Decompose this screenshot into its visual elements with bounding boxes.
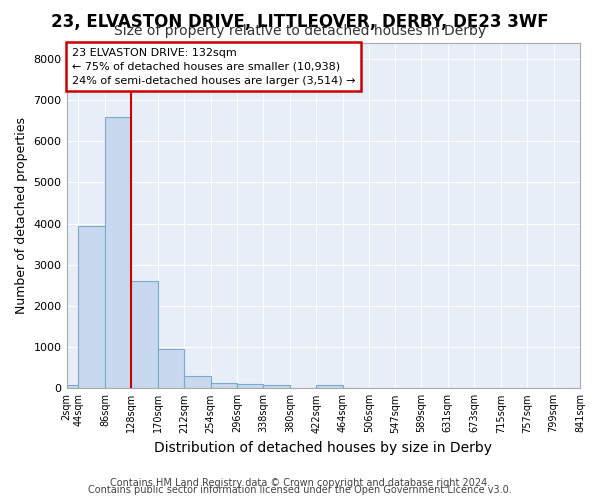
Bar [158,349,184,389]
Text: Contains HM Land Registry data © Crown copyright and database right 2024.: Contains HM Land Registry data © Crown c… [110,478,490,488]
Bar [316,385,343,388]
Bar [211,383,237,388]
X-axis label: Distribution of detached houses by size in Derby: Distribution of detached houses by size … [154,441,492,455]
Text: 23, ELVASTON DRIVE, LITTLEOVER, DERBY, DE23 3WF: 23, ELVASTON DRIVE, LITTLEOVER, DERBY, D… [51,12,549,30]
Bar [237,384,263,388]
Bar [79,226,105,388]
Text: Size of property relative to detached houses in Derby: Size of property relative to detached ho… [114,24,486,38]
Bar [184,376,211,388]
Bar [105,116,131,388]
Text: Contains public sector information licensed under the Open Government Licence v3: Contains public sector information licen… [88,485,512,495]
Y-axis label: Number of detached properties: Number of detached properties [15,117,28,314]
Bar [67,385,79,388]
Text: 23 ELVASTON DRIVE: 132sqm
← 75% of detached houses are smaller (10,938)
24% of s: 23 ELVASTON DRIVE: 132sqm ← 75% of detac… [71,48,355,86]
Bar [263,385,290,388]
Bar [131,282,158,389]
